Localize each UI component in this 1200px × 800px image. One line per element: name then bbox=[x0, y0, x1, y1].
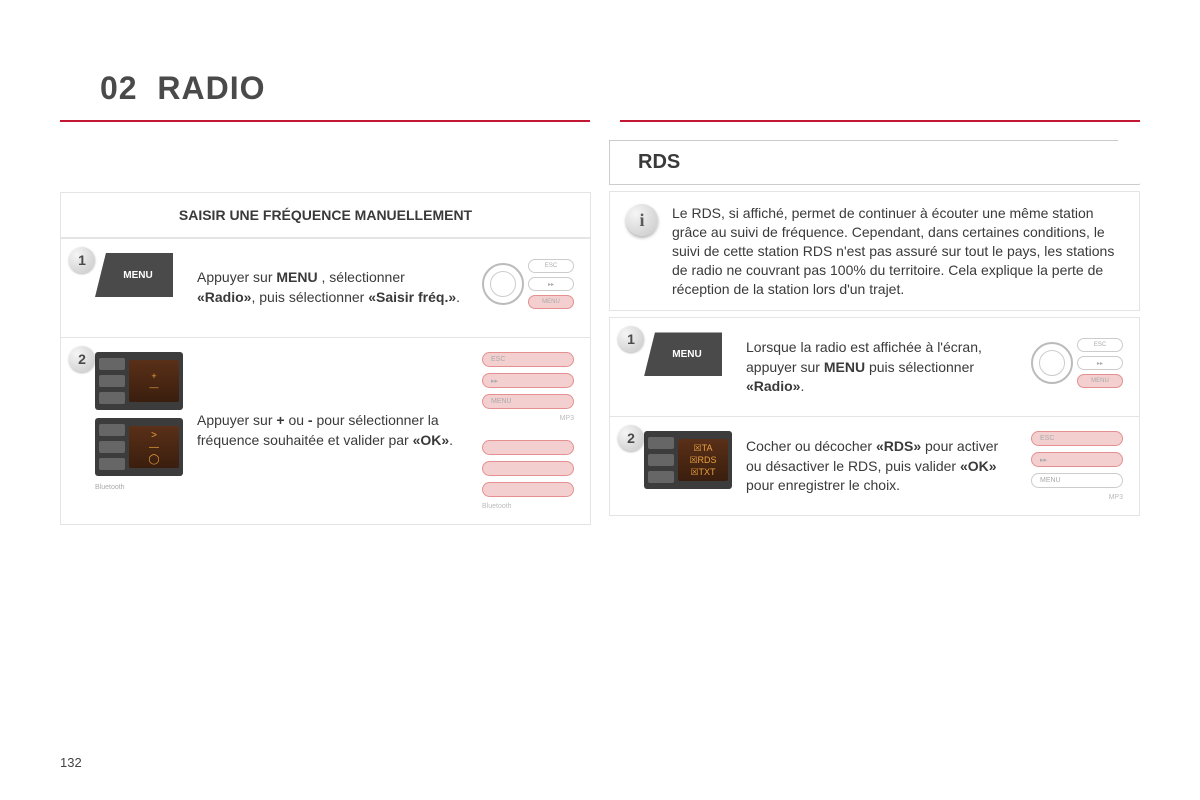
menu-key-icon: MENU bbox=[95, 253, 173, 297]
left-step-1: 1 MENU Appuyer sur MENU , sélectionner «… bbox=[60, 238, 591, 338]
rds-header: RDS bbox=[609, 140, 1140, 185]
left-column: SAISIR UNE FRÉQUENCE MANUELLEMENT 1 MENU… bbox=[60, 140, 591, 740]
button-stack-icon: Bluetooth bbox=[482, 440, 574, 510]
right-column: RDS i Le RDS, si affiché, permet de cont… bbox=[609, 140, 1140, 740]
step-text: Cocher ou décocher «RDS» pour activer ou… bbox=[746, 431, 1015, 501]
radio-panel-icon: ☒TA ☒RDS ☒TXT bbox=[644, 431, 732, 489]
radio-panel-icon: >—◯ bbox=[95, 418, 183, 476]
step-text: Lorsque la radio est affichée à l'écran,… bbox=[746, 332, 1015, 402]
info-text: Le RDS, si affiché, permet de continuer … bbox=[672, 204, 1123, 298]
info-icon: i bbox=[626, 204, 658, 236]
title-rule bbox=[60, 120, 1140, 122]
page-number: 132 bbox=[60, 755, 82, 770]
info-box: i Le RDS, si affiché, permet de continue… bbox=[609, 191, 1140, 311]
right-step-2: 2 ☒TA ☒RDS ☒TXT Cocher ou décocher «RDS»… bbox=[609, 417, 1140, 516]
dial-diagram-icon: ESC ▸▸ MENU bbox=[1031, 332, 1123, 402]
step-number-badge: 2 bbox=[69, 346, 95, 372]
dial-diagram-icon: ESC ▸▸ MENU bbox=[482, 253, 574, 323]
left-panel-title: SAISIR UNE FRÉQUENCE MANUELLEMENT bbox=[60, 192, 591, 238]
button-stack-icon: ESC ▸▸ MENU MP3 bbox=[482, 352, 574, 422]
step-number-badge: 1 bbox=[69, 247, 95, 273]
page-title: 02 RADIO bbox=[100, 70, 265, 107]
menu-key-icon: MENU bbox=[644, 332, 722, 376]
button-stack-icon: ESC ▸▸ MENU MP3 bbox=[1031, 431, 1123, 501]
step-text: Appuyer sur MENU , sélectionner «Radio»,… bbox=[197, 253, 466, 323]
left-step-2: 2 +— >—◯ Bluetooth Appuyer sur + ou - po… bbox=[60, 338, 591, 525]
radio-panel-icon: +— bbox=[95, 352, 183, 410]
right-step-1: 1 MENU Lorsque la radio est affichée à l… bbox=[609, 317, 1140, 417]
step-text: Appuyer sur + ou - pour sélectionner la … bbox=[197, 352, 466, 510]
step-number-badge: 1 bbox=[618, 326, 644, 352]
chapter-number: 02 bbox=[100, 70, 138, 106]
chapter-title: RADIO bbox=[157, 70, 265, 106]
step-number-badge: 2 bbox=[618, 425, 644, 451]
bluetooth-label: Bluetooth bbox=[95, 484, 125, 491]
